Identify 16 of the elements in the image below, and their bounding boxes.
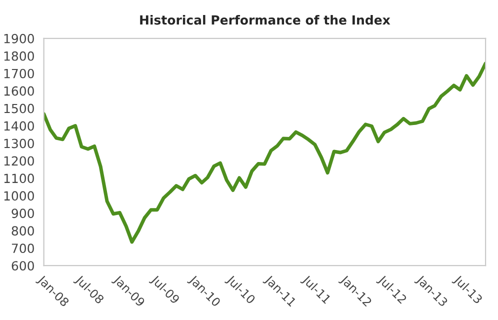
line-series	[44, 62, 486, 244]
y-tick-label: 1000	[4, 191, 34, 201]
y-tick-label: 1300	[4, 138, 34, 148]
y-tick-label: 900	[12, 208, 34, 218]
y-tick-label: 800	[12, 226, 34, 236]
y-tick-label: 1700	[4, 68, 34, 78]
y-tick-label: 1600	[4, 86, 34, 96]
y-tick-label: 600	[12, 261, 34, 271]
y-tick-label: 1500	[4, 104, 34, 114]
y-tick-label: 1900	[4, 34, 34, 44]
chart-title: Historical Performance of the Index	[140, 15, 390, 25]
y-tick-label: 1400	[4, 121, 34, 131]
y-tick-label: 1100	[4, 174, 34, 184]
y-tick-label: 1800	[4, 51, 34, 61]
y-tick-label: 1200	[4, 156, 34, 166]
y-tick-label: 700	[12, 244, 34, 254]
